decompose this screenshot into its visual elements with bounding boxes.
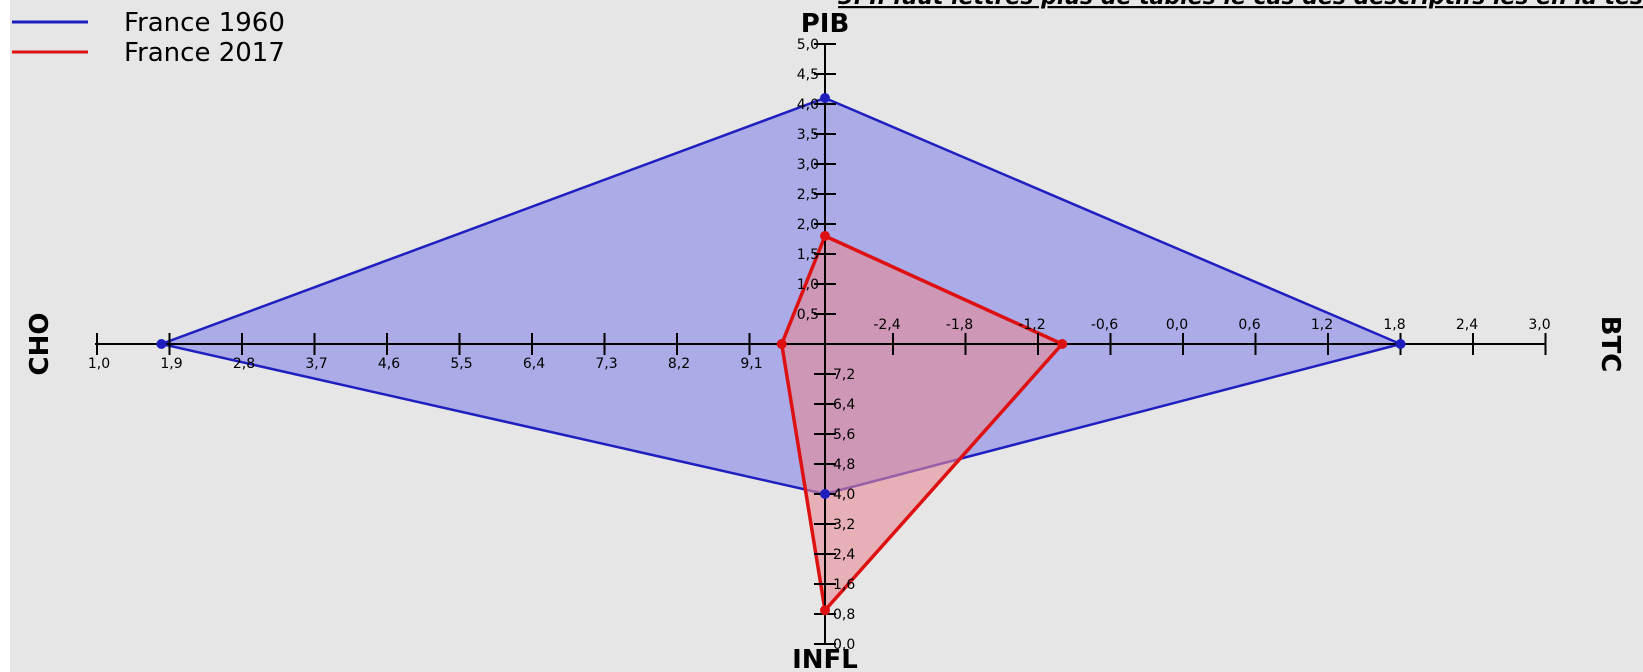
tick-label-btc: -2,4	[873, 317, 900, 333]
tick-label-infl: 7,2	[833, 367, 855, 383]
tick-label-cho: 1,9	[160, 356, 182, 372]
tick-label-btc: -1,8	[946, 317, 973, 333]
tick-label-pib: 0,5	[797, 307, 819, 323]
tick-label-infl: 4,0	[833, 487, 855, 503]
tick-label-btc: 0,6	[1238, 317, 1260, 333]
tick-label-cho: 9,1	[740, 356, 762, 372]
series-markers	[156, 93, 1406, 616]
tick-label-infl: 4,8	[833, 457, 855, 473]
data-point-france-1960-btc	[1395, 339, 1406, 349]
axes: 5,0 4,5 4,0 3,5 3,0 2,5 2,0 1,5 1,0 0,5 7,2 6,4 5,6 4…	[88, 37, 1551, 653]
tick-label-cho: 8,2	[668, 356, 690, 372]
tick-label-btc: 0,0	[1166, 317, 1188, 333]
axis-title-cho: CHO	[25, 313, 55, 376]
tick-label-cho: 4,6	[378, 356, 400, 372]
data-point-france-2017-cho	[776, 339, 787, 349]
tick-label-pib: 2,5	[797, 187, 819, 203]
tick-label-cho: 7,3	[595, 356, 617, 372]
axis-title-pib: PIB	[801, 9, 850, 39]
tick-label-pib: 1,5	[797, 247, 819, 263]
data-point-france-1960-pib	[820, 93, 830, 103]
legend-label-france-1960: France 1960	[124, 8, 285, 38]
tick-label-cho: 5,5	[450, 356, 472, 372]
data-point-france-1960-infl	[820, 489, 830, 499]
tick-label-btc: -0,6	[1091, 317, 1118, 333]
tick-label-infl: 3,2	[833, 517, 855, 533]
data-point-france-2017-btc	[1057, 339, 1068, 349]
tick-label-pib: 3,5	[797, 127, 819, 143]
tick-label-cho: 3,7	[305, 356, 327, 372]
tick-label-pib: 2,0	[797, 217, 819, 233]
tick-label-infl: 5,6	[833, 427, 855, 443]
tick-label-btc: 3,0	[1528, 317, 1550, 333]
tick-label-pib: 1,0	[797, 277, 819, 293]
tick-label-btc: -1,2	[1018, 317, 1045, 333]
tick-label-infl: 1,6	[833, 577, 855, 593]
data-point-france-1960-cho	[156, 339, 167, 349]
data-point-france-2017-infl	[820, 605, 830, 616]
tick-label-pib: 4,0	[797, 97, 819, 113]
tick-label-infl: 2,4	[833, 547, 855, 563]
axis-title-btc: BTC	[1595, 316, 1625, 373]
legend: France 1960 France 2017	[12, 8, 285, 68]
tick-label-infl: 0,0	[833, 637, 855, 653]
axis-title-infl: INFL	[792, 645, 858, 672]
tick-label-btc: 1,8	[1383, 317, 1405, 333]
tick-label-pib: 5,0	[797, 37, 819, 53]
tick-label-cho: 2,8	[233, 356, 255, 372]
data-point-france-2017-pib	[820, 231, 830, 241]
tick-label-pib: 3,0	[797, 157, 819, 173]
tick-label-btc: 2,4	[1456, 317, 1478, 333]
tick-label-cho: 1,0	[88, 356, 110, 372]
header-fragment: 3. Il faut lettres plus de tables le cas…	[838, 0, 1643, 10]
tick-label-infl: 0,8	[833, 607, 855, 623]
tick-label-btc: 1,2	[1311, 317, 1333, 333]
legend-label-france-2017: France 2017	[124, 38, 285, 68]
tick-label-infl: 6,4	[833, 397, 855, 413]
tick-label-pib: 4,5	[797, 67, 819, 83]
tick-label-cho: 6,4	[523, 356, 545, 372]
